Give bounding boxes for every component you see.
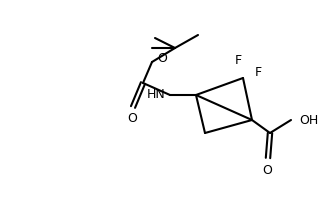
Text: F: F bbox=[254, 65, 261, 78]
Text: O: O bbox=[262, 164, 272, 176]
Text: HN: HN bbox=[147, 89, 166, 102]
Text: F: F bbox=[234, 54, 241, 67]
Text: O: O bbox=[127, 113, 137, 125]
Text: OH: OH bbox=[299, 113, 318, 127]
Text: O: O bbox=[157, 52, 167, 65]
